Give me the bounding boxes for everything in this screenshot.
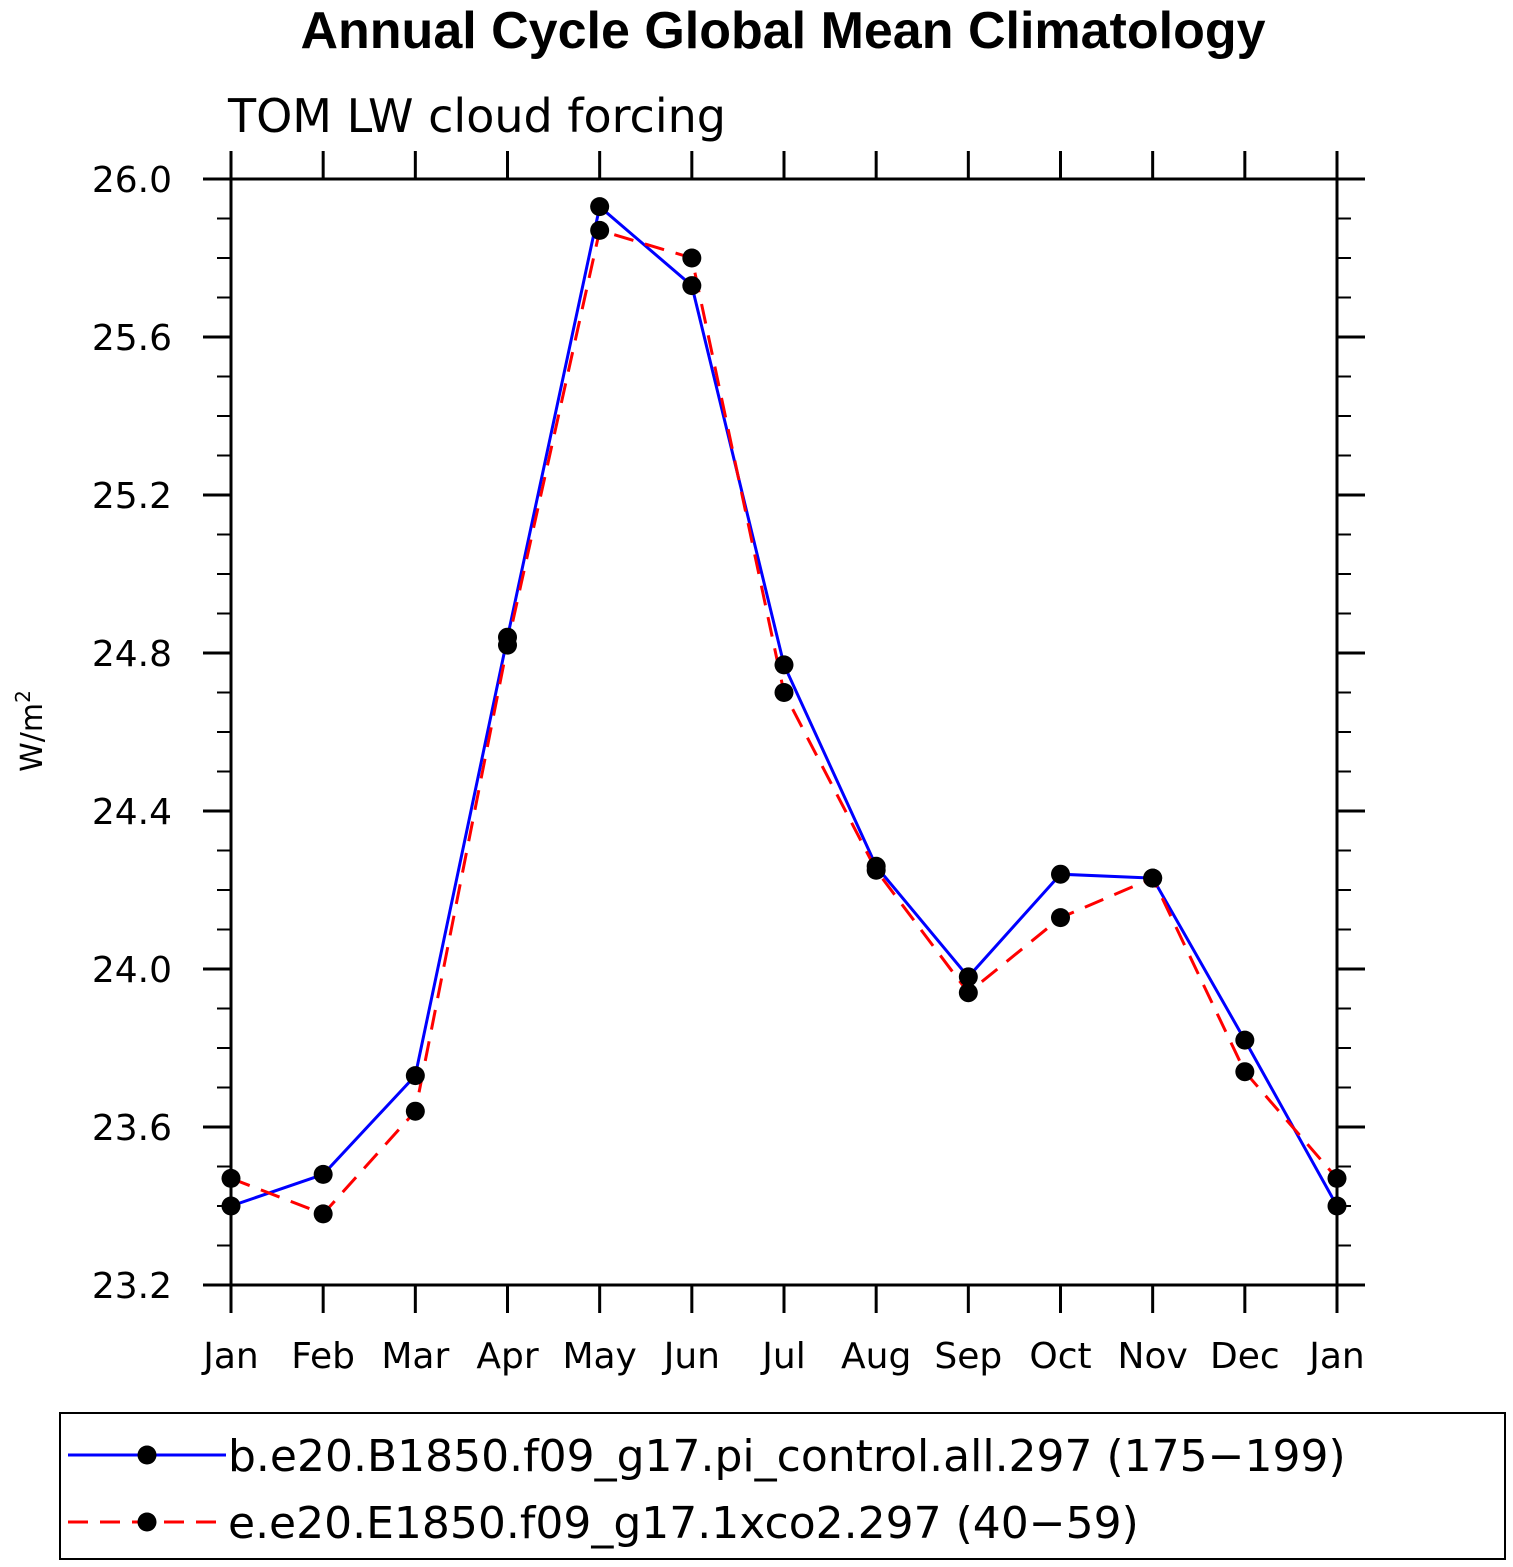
- x-tick-label: Oct: [1029, 1336, 1091, 1377]
- series-2-point: [958, 983, 978, 1003]
- series-2-point: [1235, 1062, 1255, 1082]
- x-tick-label: Jun: [662, 1336, 720, 1377]
- x-tick-labels: Jan Feb Mar Apr May Jun Jul Aug Sep Oct Nov Dec Jan: [201, 1336, 1365, 1377]
- series-1-point: [405, 1066, 425, 1086]
- series-1-point: [313, 1164, 333, 1184]
- y-tick-label: 25.6: [92, 318, 172, 359]
- series-1-point: [590, 197, 610, 217]
- series-2-point: [1143, 868, 1163, 888]
- y-tick-label: 24.4: [92, 792, 172, 833]
- legend-marker-1: [137, 1445, 157, 1465]
- series-1-point: [958, 967, 978, 987]
- series-1-point: [1235, 1030, 1255, 1050]
- series-2-point: [405, 1101, 425, 1121]
- chart-title: Annual Cycle Global Mean Climatology: [300, 2, 1265, 60]
- series-2-point: [1051, 908, 1070, 928]
- plot-frame: [229, 177, 1339, 1287]
- y-tick-label: 26.0: [92, 160, 172, 201]
- series-layer: [221, 197, 1347, 1224]
- x-tick-label: Apr: [476, 1336, 538, 1377]
- series-line-2: [230, 228, 1339, 1216]
- y-tick-label: 24.8: [92, 634, 172, 675]
- y-tick-label: 25.2: [92, 476, 172, 517]
- series-1-point: [221, 1196, 241, 1216]
- x-tick-label: May: [562, 1336, 636, 1377]
- series-2-point: [774, 683, 794, 702]
- x-tick-label: Nov: [1118, 1336, 1188, 1377]
- series-2-point: [1327, 1168, 1347, 1188]
- x-tick-label: Sep: [934, 1336, 1002, 1377]
- x-tick-label: Mar: [381, 1336, 449, 1377]
- y-tick-label: 24.0: [92, 950, 172, 991]
- series-1-point: [1327, 1196, 1347, 1216]
- series-1-point: [682, 276, 702, 296]
- y-axis-label: W/m2: [11, 690, 50, 772]
- series-2-point: [682, 248, 702, 268]
- x-tick-label: Jul: [760, 1336, 805, 1377]
- legend-items: b.e20.B1850.f09_g17.pi_control.all.297 (…: [68, 1431, 1346, 1549]
- series-1-point: [774, 655, 794, 675]
- axis-ticks: [203, 151, 1365, 1313]
- y-tick-labels: 23.2 23.6 24.0 24.4 24.8 25.2 25.6 26.0: [92, 160, 172, 1307]
- plot-area: 23.2 23.6 24.0 24.4 24.8 25.2 25.6 26.0 Jan Feb M…: [92, 151, 1365, 1377]
- y-axis-label-superscript: 2: [11, 690, 35, 703]
- series-2-point: [590, 220, 610, 240]
- x-tick-label: Jan: [201, 1336, 259, 1377]
- legend-label-1: b.e20.B1850.f09_g17.pi_control.all.297 (…: [228, 1431, 1346, 1482]
- y-tick-label: 23.2: [92, 1266, 172, 1307]
- x-tick-label: Dec: [1210, 1336, 1280, 1377]
- series-2-point: [313, 1204, 333, 1224]
- series-1-point: [1051, 864, 1070, 884]
- y-tick-label: 23.6: [92, 1108, 172, 1149]
- x-tick-label: Feb: [291, 1336, 355, 1377]
- y-axis-label-text: W/m: [15, 703, 50, 772]
- series-2-point: [221, 1168, 241, 1188]
- series-line-1: [230, 203, 1339, 1208]
- x-tick-label: Aug: [841, 1336, 911, 1377]
- legend-box: [59, 1412, 1506, 1560]
- series-2-point: [866, 860, 886, 880]
- legend-marker-2: [137, 1512, 157, 1532]
- legend: b.e20.B1850.f09_g17.pi_control.all.297 (…: [59, 1412, 1506, 1560]
- chart-subtitle: TOM LW cloud forcing: [227, 89, 726, 143]
- series-2-point: [498, 635, 517, 655]
- x-tick-label: Jan: [1307, 1336, 1365, 1377]
- legend-label-2: e.e20.E1850.f09_g17.1xco2.297 (40−59): [228, 1498, 1139, 1549]
